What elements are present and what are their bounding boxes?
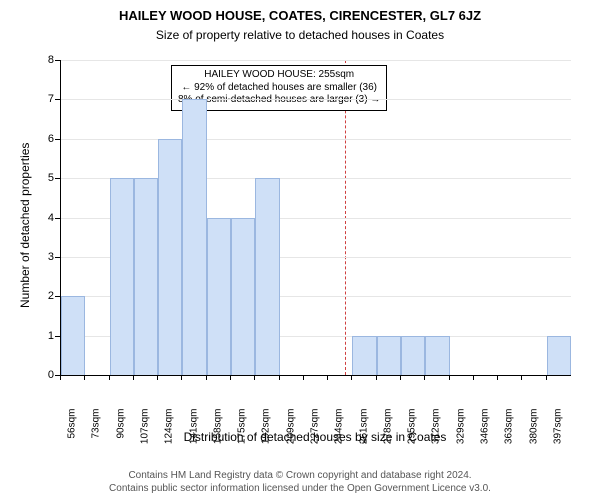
x-tick-mark [376,375,377,380]
x-tick-mark [351,375,352,380]
x-tick-label: 346sqm [480,409,491,454]
x-tick-label: 158sqm [212,409,223,454]
x-tick-label: 56sqm [67,409,78,454]
x-tick-label: 227sqm [310,409,321,454]
y-tick-mark [55,296,60,297]
y-tick-label: 1 [36,330,54,342]
x-tick-mark [521,375,522,380]
chart-subtitle: Size of property relative to detached ho… [0,28,600,42]
footnote-1: Contains HM Land Registry data © Crown c… [0,470,600,481]
y-tick-mark [55,218,60,219]
x-tick-mark [157,375,158,380]
x-tick-label: 329sqm [455,409,466,454]
annotation-line1: HAILEY WOOD HOUSE: 255sqm [178,69,380,82]
gridline [61,60,571,61]
x-tick-label: 278sqm [382,409,393,454]
histogram-bar [425,336,449,375]
y-tick-label: 2 [36,290,54,302]
x-tick-mark [254,375,255,380]
chart-container: HAILEY WOOD HOUSE, COATES, CIRENCESTER, … [0,0,600,500]
histogram-bar [401,336,425,375]
y-tick-mark [55,99,60,100]
x-tick-mark [497,375,498,380]
histogram-bar [61,296,85,375]
x-tick-mark [327,375,328,380]
chart-title: HAILEY WOOD HOUSE, COATES, CIRENCESTER, … [0,8,600,23]
x-tick-label: 90sqm [115,409,126,454]
x-tick-mark [279,375,280,380]
y-tick-mark [55,60,60,61]
x-tick-mark [109,375,110,380]
x-tick-label: 141sqm [188,409,199,454]
y-tick-mark [55,257,60,258]
x-tick-label: 244sqm [334,409,345,454]
histogram-bar [352,336,376,375]
x-tick-label: 124sqm [164,409,175,454]
footnote-2: Contains public sector information licen… [0,483,600,494]
y-tick-label: 3 [36,251,54,263]
x-tick-mark [206,375,207,380]
y-tick-label: 6 [36,133,54,145]
x-tick-label: 295sqm [407,409,418,454]
x-tick-label: 380sqm [528,409,539,454]
x-tick-mark [546,375,547,380]
x-tick-mark [230,375,231,380]
x-tick-label: 73sqm [91,409,102,454]
y-tick-mark [55,336,60,337]
x-tick-label: 192sqm [261,409,272,454]
x-tick-mark [84,375,85,380]
x-tick-label: 261sqm [358,409,369,454]
x-tick-mark [473,375,474,380]
y-axis-label: Number of detached properties [18,142,32,307]
x-tick-mark [424,375,425,380]
x-tick-label: 107sqm [140,409,151,454]
y-tick-label: 8 [36,54,54,66]
histogram-bar [255,178,279,375]
x-tick-label: 209sqm [285,409,296,454]
x-tick-mark [449,375,450,380]
x-tick-mark [133,375,134,380]
y-tick-label: 0 [36,369,54,381]
histogram-bar [134,178,158,375]
histogram-bar [182,99,206,375]
x-tick-label: 363sqm [504,409,515,454]
gridline [61,99,571,100]
y-tick-mark [55,139,60,140]
y-tick-label: 5 [36,172,54,184]
plot-area: HAILEY WOOD HOUSE: 255sqm ← 92% of detac… [60,60,571,376]
annotation-line2: ← 92% of detached houses are smaller (36… [178,82,380,95]
x-tick-mark [181,375,182,380]
x-tick-mark [60,375,61,380]
histogram-bar [547,336,571,375]
x-tick-mark [400,375,401,380]
histogram-bar [231,218,255,376]
y-tick-mark [55,178,60,179]
histogram-bar [377,336,401,375]
y-tick-label: 7 [36,93,54,105]
y-tick-label: 4 [36,212,54,224]
histogram-bar [158,139,182,375]
histogram-bar [207,218,231,376]
x-tick-mark [303,375,304,380]
x-tick-label: 312sqm [431,409,442,454]
histogram-bar [110,178,134,375]
x-tick-label: 397sqm [552,409,563,454]
gridline [61,139,571,140]
x-tick-label: 175sqm [237,409,248,454]
